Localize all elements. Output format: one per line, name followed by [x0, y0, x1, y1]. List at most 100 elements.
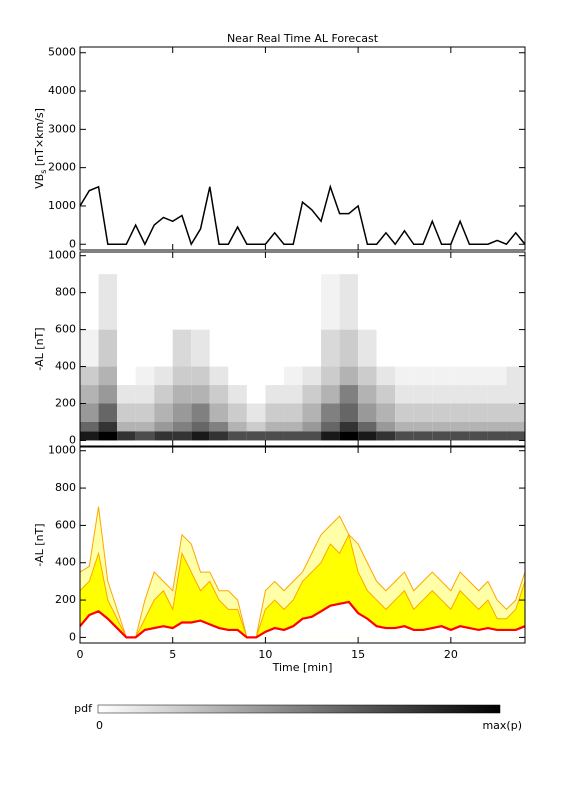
heat-cell [98, 421, 118, 432]
heat-cell [98, 385, 118, 404]
heat-cell [432, 403, 451, 422]
heat-cell [432, 421, 451, 432]
heat-cell [154, 431, 173, 441]
heat-cell [469, 366, 488, 386]
heat-cell [450, 421, 470, 432]
heat-cell [321, 403, 340, 422]
heat-cell [487, 431, 507, 441]
heat-cell [154, 403, 173, 422]
heat-cell [228, 403, 247, 422]
heat-cell [172, 421, 192, 432]
heat-cell [135, 366, 155, 386]
heat-cell [209, 385, 229, 404]
y-tick-label: 4000 [48, 84, 76, 97]
heat-cell [246, 431, 266, 441]
heat-cell [487, 385, 507, 404]
x-tick-label: 0 [77, 648, 84, 661]
heat-cell [395, 421, 414, 432]
heat-cell [506, 274, 525, 330]
heat-cell [358, 421, 377, 432]
heat-cell [228, 366, 247, 386]
heat-cell [506, 403, 525, 422]
heat-cell [358, 403, 377, 422]
heat-cell [339, 421, 359, 432]
heat-cell [80, 431, 99, 441]
heat-cell [376, 421, 396, 432]
heat-cell [98, 403, 118, 422]
heat-cell [80, 385, 99, 404]
heat-cell [376, 403, 396, 422]
heat-cell [302, 274, 322, 330]
heat-cell [450, 431, 470, 441]
heat-cell [506, 366, 525, 386]
heat-cell [228, 431, 247, 441]
heat-cell [228, 421, 247, 432]
heat-cell [191, 431, 210, 441]
heat-cell [395, 403, 414, 422]
heat-cell [265, 366, 284, 386]
heat-cell [302, 431, 322, 441]
heat-cell [172, 385, 192, 404]
heat-cell [191, 366, 210, 386]
heat-cell [395, 366, 414, 386]
heat-cell [191, 329, 210, 367]
heat-cell [395, 329, 414, 367]
colorbar [97, 704, 501, 714]
heat-cell [376, 385, 396, 404]
heat-cell [172, 366, 192, 386]
heat-cell [302, 385, 322, 404]
heat-cell [283, 385, 303, 404]
y-label-sub: s [39, 170, 48, 174]
heat-cell [154, 385, 173, 404]
heat-cell [80, 329, 99, 367]
heat-cell [450, 385, 470, 404]
heat-cell [191, 421, 210, 432]
heat-cell [265, 421, 284, 432]
y-tick-label: 600 [55, 518, 76, 531]
heat-cell [246, 385, 266, 404]
heat-cell [432, 385, 451, 404]
heat-cell [135, 421, 155, 432]
heat-cell [413, 329, 433, 367]
heat-cell [413, 274, 433, 330]
heat-cell [135, 403, 155, 422]
band-line [79, 533, 526, 638]
y-tick-label: 1000 [48, 199, 76, 212]
heat-cell [172, 403, 192, 422]
colorbar-min: 0 [96, 719, 103, 732]
heat-cell [413, 431, 433, 441]
heat-cell [358, 385, 377, 404]
y-tick-label: 400 [55, 556, 76, 569]
heat-cell [302, 421, 322, 432]
heat-cell [191, 274, 210, 330]
heat-cell [321, 274, 340, 330]
heat-cell [487, 366, 507, 386]
heat-cell [117, 274, 136, 330]
heat-cell [413, 385, 433, 404]
heat-cell [80, 274, 99, 330]
heat-cell [376, 431, 396, 441]
heat-cell [98, 431, 118, 441]
heat-cell [209, 329, 229, 367]
heat-cell [246, 329, 266, 367]
heat-cell [209, 403, 229, 422]
heat-cell [469, 431, 488, 441]
heat-cell [469, 274, 488, 330]
heat-cell [339, 366, 359, 386]
y-tick-label: 200 [55, 593, 76, 606]
heat-cell [117, 431, 136, 441]
y-tick-label: 800 [55, 286, 76, 299]
colorbar-max: max(p) [482, 719, 522, 732]
heat-cell [376, 366, 396, 386]
heat-cell [339, 385, 359, 404]
heat-cell [487, 329, 507, 367]
heat-cell [487, 421, 507, 432]
y-axis-label: -AL [nT] [33, 327, 46, 370]
heat-cell [413, 403, 433, 422]
heat-cell [209, 366, 229, 386]
heat-cell [172, 329, 192, 367]
heat-cell [321, 431, 340, 441]
heat-cell [413, 366, 433, 386]
x-tick-label: 10 [258, 648, 272, 661]
